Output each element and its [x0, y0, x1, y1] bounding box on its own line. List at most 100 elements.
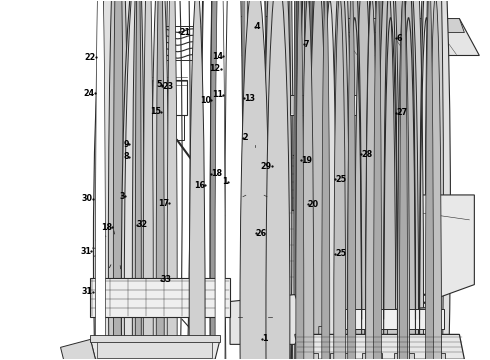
Text: 1: 1 — [262, 334, 268, 343]
Polygon shape — [340, 327, 358, 360]
Ellipse shape — [322, 0, 330, 360]
Ellipse shape — [299, 0, 327, 360]
Polygon shape — [245, 155, 355, 210]
Ellipse shape — [391, 0, 405, 360]
Polygon shape — [265, 210, 415, 294]
Ellipse shape — [151, 0, 169, 360]
Ellipse shape — [366, 0, 378, 360]
Text: 10: 10 — [200, 96, 211, 105]
Ellipse shape — [400, 0, 418, 360]
Bar — [330, 353, 350, 360]
Text: 16: 16 — [194, 181, 205, 190]
Polygon shape — [230, 294, 305, 345]
Ellipse shape — [122, 0, 155, 360]
Ellipse shape — [201, 0, 219, 360]
Ellipse shape — [302, 0, 314, 360]
Ellipse shape — [143, 0, 153, 360]
Ellipse shape — [329, 0, 343, 360]
Ellipse shape — [189, 0, 205, 360]
Text: 25: 25 — [335, 175, 346, 184]
Text: 8: 8 — [123, 152, 129, 161]
Text: 18: 18 — [211, 169, 222, 178]
Ellipse shape — [353, 0, 367, 360]
Text: 11: 11 — [212, 90, 223, 99]
Ellipse shape — [252, 0, 262, 360]
Ellipse shape — [355, 0, 372, 360]
Bar — [195, 215, 275, 240]
Text: 24: 24 — [83, 89, 95, 98]
Polygon shape — [295, 334, 465, 359]
Ellipse shape — [304, 0, 312, 360]
Ellipse shape — [384, 0, 399, 360]
Text: 31: 31 — [81, 287, 93, 296]
Polygon shape — [340, 19, 465, 32]
Ellipse shape — [327, 0, 345, 360]
Ellipse shape — [374, 0, 382, 360]
Ellipse shape — [296, 0, 300, 360]
Ellipse shape — [368, 0, 396, 360]
Ellipse shape — [313, 0, 329, 360]
Polygon shape — [363, 327, 381, 360]
Ellipse shape — [360, 0, 376, 360]
Ellipse shape — [271, 0, 283, 360]
Text: 6: 6 — [396, 34, 402, 43]
Ellipse shape — [275, 0, 293, 360]
Ellipse shape — [312, 0, 320, 360]
Text: 25: 25 — [335, 249, 346, 258]
Ellipse shape — [418, 0, 450, 360]
Ellipse shape — [397, 0, 410, 360]
Ellipse shape — [314, 0, 318, 360]
Bar — [152, 80, 187, 115]
Ellipse shape — [132, 0, 144, 360]
Bar — [298, 353, 318, 360]
Text: 29: 29 — [261, 162, 272, 171]
Bar — [155, 115, 184, 140]
Ellipse shape — [348, 0, 356, 360]
Polygon shape — [386, 327, 404, 360]
Ellipse shape — [240, 0, 270, 360]
Ellipse shape — [96, 0, 105, 360]
Ellipse shape — [215, 0, 225, 360]
Polygon shape — [61, 339, 96, 360]
Ellipse shape — [316, 0, 324, 360]
Ellipse shape — [318, 0, 322, 360]
Ellipse shape — [323, 0, 337, 360]
Bar — [290, 95, 365, 115]
Ellipse shape — [247, 0, 263, 360]
Text: 21: 21 — [179, 28, 190, 37]
Ellipse shape — [269, 0, 285, 360]
Ellipse shape — [249, 0, 267, 360]
Text: 12: 12 — [209, 64, 220, 73]
Ellipse shape — [94, 0, 143, 360]
Ellipse shape — [210, 0, 220, 360]
Ellipse shape — [249, 0, 267, 360]
Bar — [91, 278, 230, 318]
Ellipse shape — [156, 0, 164, 360]
Ellipse shape — [425, 0, 443, 360]
Ellipse shape — [429, 0, 441, 360]
Text: 27: 27 — [396, 108, 408, 117]
Text: 28: 28 — [361, 150, 372, 159]
Ellipse shape — [334, 0, 346, 360]
Ellipse shape — [210, 0, 220, 360]
Text: 26: 26 — [256, 229, 267, 238]
Ellipse shape — [266, 0, 290, 360]
Ellipse shape — [334, 0, 362, 360]
Ellipse shape — [336, 0, 352, 360]
Text: 13: 13 — [244, 94, 255, 103]
Bar — [425, 353, 445, 360]
Text: 9: 9 — [123, 140, 129, 149]
Bar — [345, 310, 444, 329]
Text: 14: 14 — [212, 52, 223, 61]
Ellipse shape — [399, 0, 408, 360]
Text: 1: 1 — [222, 177, 228, 186]
Bar — [345, 359, 444, 360]
Text: 19: 19 — [301, 156, 312, 165]
Text: 23: 23 — [162, 82, 173, 91]
Ellipse shape — [296, 0, 304, 360]
Bar — [362, 353, 382, 360]
Ellipse shape — [296, 0, 312, 360]
Ellipse shape — [292, 0, 298, 360]
Text: 4: 4 — [255, 22, 260, 31]
Ellipse shape — [124, 0, 152, 360]
